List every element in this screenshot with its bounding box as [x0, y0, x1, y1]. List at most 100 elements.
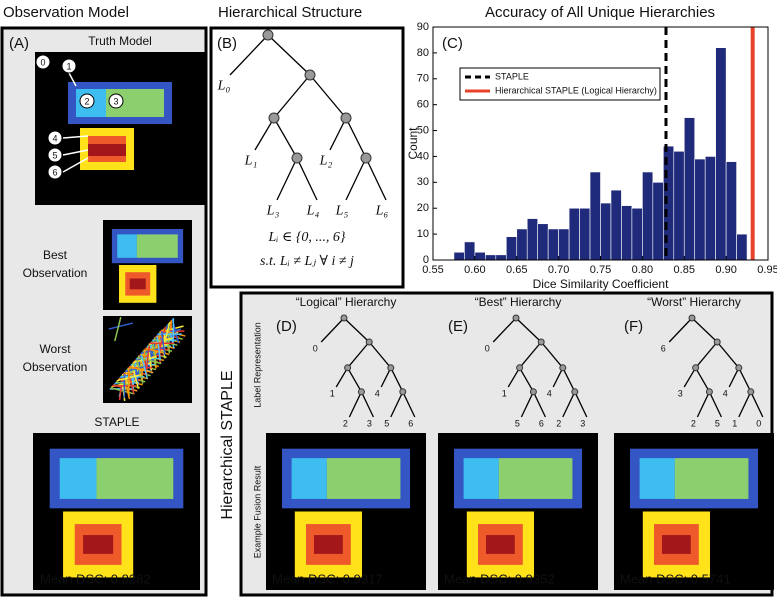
bar: [516, 228, 528, 261]
region-marker: [47, 130, 63, 146]
region-number: 4: [52, 133, 57, 143]
leaf-label: L₃: [266, 203, 280, 218]
leaf-label: 1: [502, 389, 507, 399]
leaf-label: 3: [367, 419, 372, 429]
tree-node: [268, 112, 280, 124]
image-region: [88, 144, 126, 156]
x-tick-label: 0.80: [632, 264, 653, 276]
tree-edge: [273, 117, 298, 159]
tree-edge: [716, 341, 740, 369]
tree-node: [559, 364, 567, 372]
y-tick-label: 60: [417, 99, 429, 111]
tree-edge: [343, 317, 370, 343]
chart-title: Accuracy of All Unique Hierarchies: [485, 4, 715, 21]
bar: [631, 207, 643, 261]
tree-edge: [540, 341, 564, 369]
image-region: [83, 535, 114, 554]
image-region: [498, 458, 573, 499]
bar: [736, 233, 748, 261]
leaf-label: 5: [515, 419, 520, 429]
legend-label: STAPLE: [495, 71, 529, 81]
x-tick-label: 0.70: [548, 264, 569, 276]
panel-label: (E): [448, 318, 468, 335]
y-tick-label: 0: [423, 254, 429, 266]
panel-label: (C): [442, 35, 463, 52]
leaf-label: 5: [384, 419, 389, 429]
tree-edge: [691, 317, 718, 343]
leaf-label: 3: [678, 389, 683, 399]
region-marker: [79, 93, 95, 109]
tree-edge: [402, 391, 416, 418]
image-region: [486, 535, 515, 554]
staple-title: STAPLE: [94, 415, 139, 429]
tree-edge: [695, 367, 710, 393]
region-number: 5: [52, 150, 57, 160]
leaf-label: 6: [539, 419, 544, 429]
bar: [704, 156, 716, 261]
arrow: [62, 149, 89, 156]
image-region: [291, 458, 327, 499]
image-region: [129, 278, 146, 290]
x-tick-label: 0.75: [590, 264, 611, 276]
leaf-label: 0: [756, 419, 761, 429]
tree-edge: [492, 317, 517, 343]
tree-edge: [335, 367, 349, 388]
leaf-label: 6: [661, 344, 666, 354]
tree-node: [571, 388, 579, 396]
bar: [683, 117, 696, 261]
region-number: 3: [113, 96, 118, 106]
tree-edge: [738, 367, 752, 393]
leaf-label: 4: [547, 389, 552, 399]
arrow: [62, 135, 89, 139]
bar: [715, 47, 727, 261]
tree-node: [512, 314, 520, 322]
tree-node: [304, 69, 316, 81]
y-tick-label: 30: [417, 176, 429, 188]
leaf-label: L₄: [306, 203, 320, 218]
tree-edge: [562, 367, 576, 393]
tree-node: [340, 112, 352, 124]
leaf-label: L₅: [335, 203, 349, 218]
bar: [453, 251, 465, 261]
tree-edge: [695, 341, 718, 369]
tree-node: [399, 388, 407, 396]
tree-edge: [267, 34, 311, 76]
image-region: [96, 458, 174, 499]
bar: [600, 202, 612, 261]
leaf-label: L₀: [217, 78, 231, 93]
tree-edge: [532, 391, 546, 418]
bar: [579, 207, 591, 261]
x-tick-label: 0.90: [715, 264, 736, 276]
x-axis-label: Dice Similarity Coefficient: [533, 277, 669, 291]
leaf-label: 4: [723, 389, 728, 399]
region-marker: [61, 58, 77, 74]
bar: [589, 171, 601, 261]
y-tick-label: 80: [417, 47, 429, 59]
leaf-label: L₂: [319, 153, 333, 168]
tree-edge: [683, 367, 697, 388]
truth-title: Truth Model: [88, 34, 152, 48]
image-region: [674, 458, 749, 499]
tree-edge: [668, 317, 693, 343]
region-number: 2: [84, 96, 89, 106]
tree-edge: [254, 117, 275, 151]
observation-label: Observation: [23, 266, 88, 280]
tree-node: [291, 152, 303, 164]
tree-edge: [296, 157, 318, 201]
image-region: [463, 458, 499, 499]
tree-node: [516, 364, 524, 372]
bar: [495, 254, 507, 261]
tree-edge: [329, 117, 347, 151]
subpanel-title: “Best” Hierarchy: [475, 295, 562, 309]
tree-edge: [345, 157, 367, 201]
noise-stroke: [129, 365, 154, 374]
bar: [464, 241, 476, 261]
legend-label: Hierarchical STAPLE (Logical Hierarchy): [495, 85, 657, 95]
tree-edge: [390, 367, 404, 393]
y-tick-label: 90: [417, 21, 429, 33]
tree-edge: [345, 117, 367, 159]
tree-edge: [360, 391, 374, 418]
image-region: [59, 458, 97, 499]
noise-stroke: [110, 387, 135, 395]
tree-node: [387, 364, 395, 372]
